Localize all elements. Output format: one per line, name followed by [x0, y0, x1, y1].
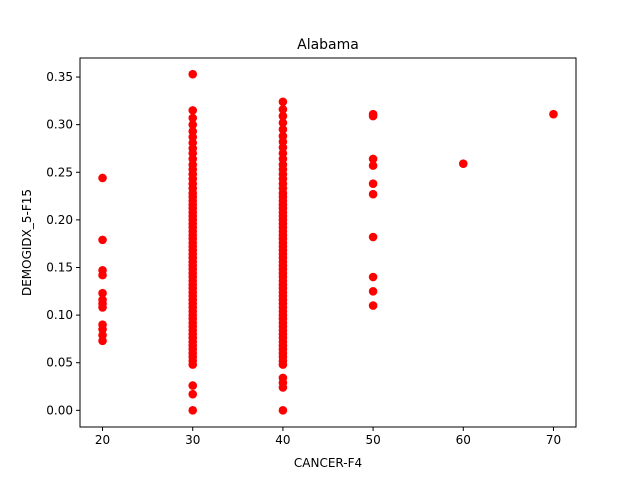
scatter-point [368, 179, 378, 188]
scatter-point [368, 189, 378, 199]
plot-area [80, 58, 576, 427]
scatter-point [98, 235, 107, 245]
chart-title: Alabama [297, 37, 359, 53]
y-tick-label: 0.05 [46, 356, 73, 370]
x-axis-ticks: 20 30 40 50 60 70 [95, 427, 561, 447]
scatter-point [188, 360, 198, 369]
scatter-point [98, 288, 107, 298]
scatter-points [98, 69, 558, 415]
y-axis-ticks: 0.00 0.05 0.10 0.15 0.20 0.25 0.30 0.35 [46, 70, 80, 417]
axes-frame [79, 57, 577, 428]
y-tick-label: 0.25 [46, 165, 73, 179]
scatter-point [278, 406, 288, 415]
scatter-point [188, 106, 198, 115]
x-tick-label: 40 [275, 433, 290, 447]
y-axis-label: DEMOGIDX_5-F15 [20, 189, 34, 296]
scatter-point [458, 159, 468, 168]
x-tick-label: 50 [365, 433, 380, 447]
y-tick-label: 0.15 [46, 260, 73, 274]
scatter-point [188, 406, 198, 415]
scatter-point [188, 389, 198, 399]
scatter-point [278, 125, 288, 134]
y-tick-label: 0.30 [46, 118, 73, 132]
scatter-point [98, 336, 107, 346]
scatter-point [368, 301, 378, 310]
scatter-point [98, 270, 107, 280]
scatter-point [549, 109, 558, 119]
scatter-point [278, 360, 288, 369]
scatter-point [188, 120, 198, 129]
scatter-point [278, 383, 288, 392]
x-tick-label: 20 [95, 433, 110, 447]
scatter-point [368, 272, 378, 282]
scatter-point [368, 287, 378, 296]
y-tick-label: 0.10 [46, 308, 73, 322]
x-tick-label: 70 [546, 433, 561, 447]
x-tick-label: 30 [185, 433, 200, 447]
x-axis-label: CANCER-F4 [294, 456, 362, 470]
scatter-point [368, 111, 378, 121]
scatter-point [368, 232, 378, 242]
scatter-point [368, 161, 378, 170]
y-tick-label: 0.00 [46, 403, 73, 417]
scatter-point [98, 303, 107, 312]
scatter-point [188, 113, 198, 123]
scatter-point [278, 105, 288, 114]
scatter-point [368, 154, 378, 164]
x-tick-label: 60 [456, 433, 471, 447]
scatter-point [278, 97, 288, 107]
scatter-point [98, 173, 107, 183]
y-tick-label: 0.20 [46, 213, 73, 227]
scatter-point [188, 381, 198, 390]
scatter-point [278, 111, 288, 121]
scatter-point [188, 69, 198, 79]
scatter-point [278, 118, 288, 128]
y-tick-label: 0.35 [46, 70, 73, 84]
